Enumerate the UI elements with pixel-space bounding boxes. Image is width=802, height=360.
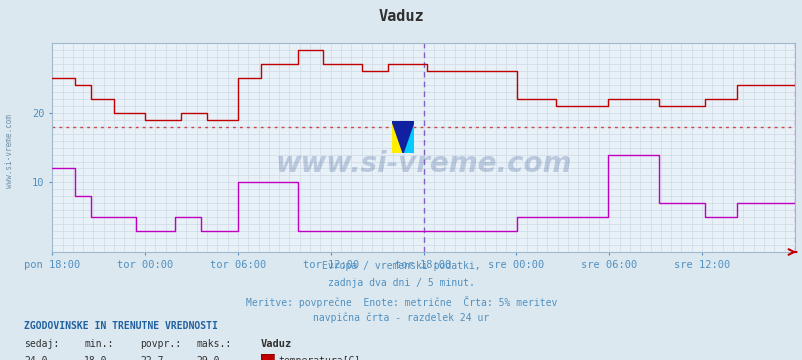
Text: sedaj:: sedaj: — [24, 339, 59, 349]
Text: zadnja dva dni / 5 minut.: zadnja dva dni / 5 minut. — [328, 278, 474, 288]
Text: 29,0: 29,0 — [196, 356, 220, 360]
Text: www.si-vreme.com: www.si-vreme.com — [5, 114, 14, 188]
Text: ZGODOVINSKE IN TRENUTNE VREDNOSTI: ZGODOVINSKE IN TRENUTNE VREDNOSTI — [24, 321, 217, 332]
Polygon shape — [391, 121, 414, 153]
Text: maks.:: maks.: — [196, 339, 232, 349]
Text: 18,0: 18,0 — [84, 356, 107, 360]
Text: temperatura[C]: temperatura[C] — [278, 356, 360, 360]
Text: navpična črta - razdelek 24 ur: navpična črta - razdelek 24 ur — [313, 313, 489, 323]
Text: 24,0: 24,0 — [24, 356, 47, 360]
Text: 22,7: 22,7 — [140, 356, 164, 360]
Text: povpr.:: povpr.: — [140, 339, 181, 349]
Polygon shape — [403, 121, 414, 153]
Text: Vaduz: Vaduz — [379, 9, 423, 24]
Text: Evropa / vremenski podatki,: Evropa / vremenski podatki, — [322, 261, 480, 271]
Text: Meritve: povprečne  Enote: metrične  Črta: 5% meritev: Meritve: povprečne Enote: metrične Črta:… — [245, 296, 557, 307]
Text: www.si-vreme.com: www.si-vreme.com — [275, 150, 571, 178]
Text: min.:: min.: — [84, 339, 114, 349]
Polygon shape — [391, 121, 403, 153]
Text: Vaduz: Vaduz — [261, 339, 292, 349]
